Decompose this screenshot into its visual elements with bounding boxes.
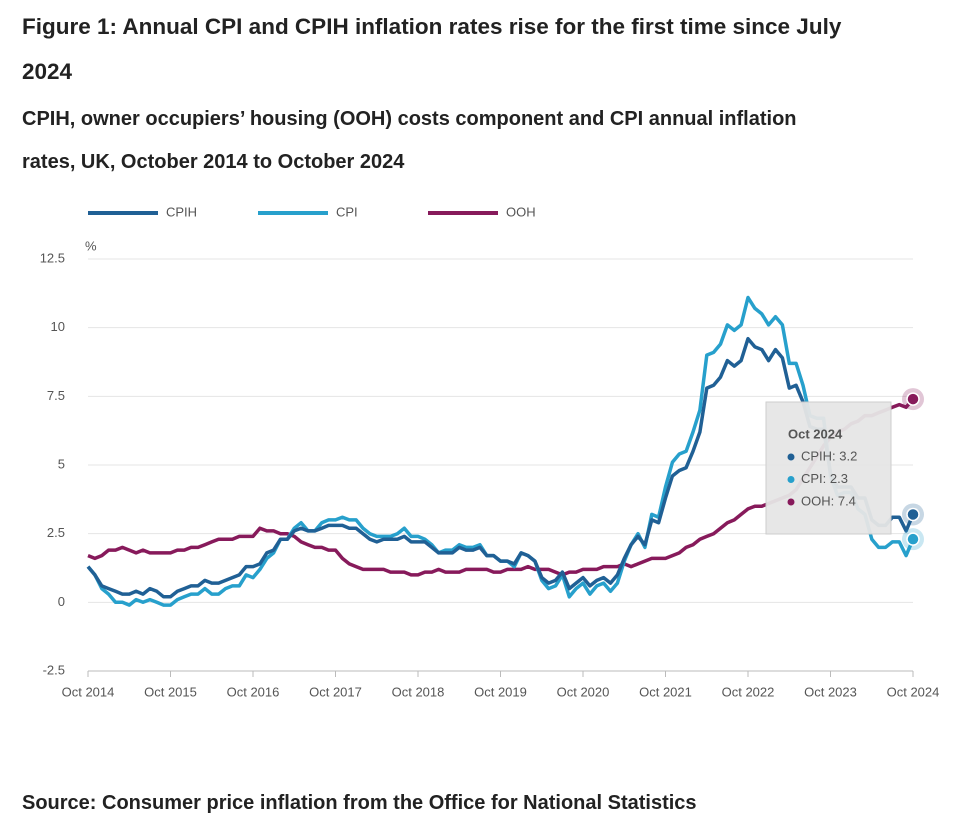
x-tick-label: Oct 2015: [144, 684, 197, 699]
source: Source: Consumer price inflation from th…: [22, 792, 697, 814]
tooltip-dot: [787, 453, 795, 461]
y-tick-label: -2.5: [43, 662, 65, 677]
y-tick-label: 5: [58, 456, 65, 471]
x-tick-label: Oct 2024: [887, 684, 940, 699]
series-line: [86, 336, 915, 599]
tooltip-dot: [787, 498, 795, 506]
tooltip-title: Oct 2024: [788, 426, 843, 441]
x-tick-label: Oct 2018: [392, 684, 445, 699]
tooltip-item: OOH: 7.4: [801, 493, 856, 508]
x-tick-label: Oct 2014: [62, 684, 115, 699]
x-tick-label: Oct 2021: [639, 684, 692, 699]
y-tick-label: 10: [51, 319, 65, 334]
x-tick-label: Oct 2016: [227, 684, 280, 699]
x-tick-label: Oct 2023: [804, 684, 857, 699]
end-marker: [906, 507, 920, 522]
y-tick-label: 7.5: [47, 388, 65, 403]
legend-label: OOH: [506, 204, 536, 219]
tooltip-dot: [787, 476, 795, 483]
end-marker: [906, 392, 920, 406]
x-tick-label: Oct 2022: [722, 684, 775, 699]
legend-label: CPIH: [166, 204, 197, 219]
x-tick-label: Oct 2017: [309, 684, 362, 699]
y-tick-label: 12.5: [40, 250, 65, 265]
tooltip-box: [765, 401, 892, 535]
x-tick-label: Oct 2020: [557, 684, 610, 699]
x-tick-label: Oct 2019: [474, 684, 527, 699]
tooltip-item: CPI: 2.3: [801, 471, 848, 486]
end-marker: [906, 532, 920, 546]
chart-subtitle: CPIH, owner occupiers’ housing (OOH) cos…: [22, 108, 797, 173]
tooltip-item: CPIH: 3.2: [801, 448, 857, 463]
y-tick-label: 2.5: [47, 525, 65, 540]
y-axis-label: %: [85, 238, 97, 253]
legend-label: CPI: [336, 204, 358, 219]
chart-title: Figure 1: Annual CPI and CPIH inflation …: [22, 14, 842, 84]
y-tick-label: 0: [58, 594, 65, 609]
tooltip: Oct 2024 CPIH: 3.2 CPI: 2.3 OOH: 7.4: [765, 401, 892, 535]
